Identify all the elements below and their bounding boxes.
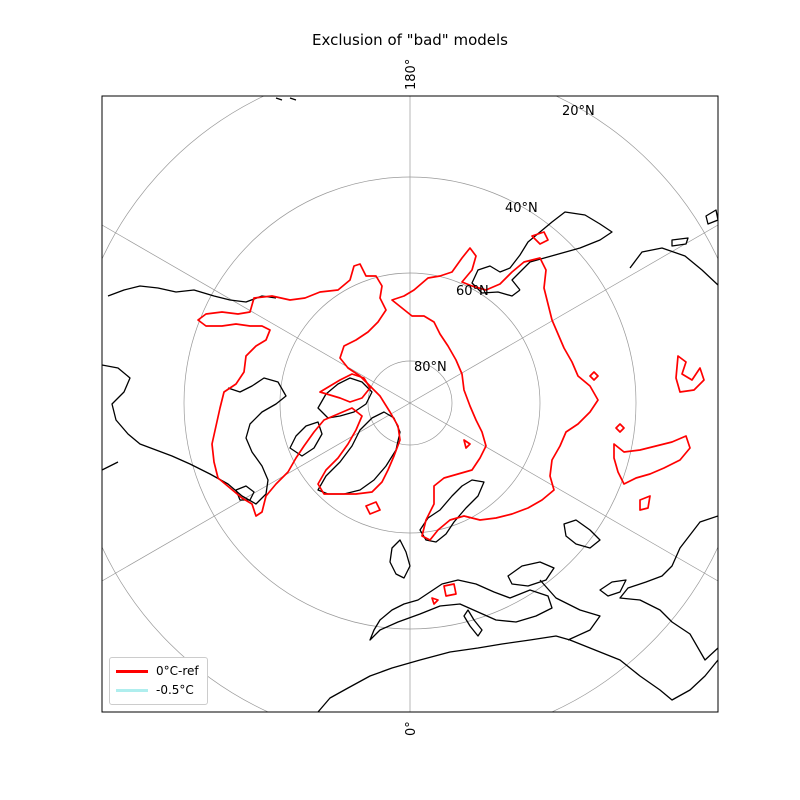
coast-britain: [389, 539, 411, 579]
contour-island-g: [463, 439, 471, 449]
lat-label-20: 20°N: [562, 104, 595, 119]
coast-alaska: [107, 285, 277, 303]
contour-island-f: [431, 597, 439, 605]
legend-swatch-ref: [116, 670, 148, 673]
contour-island-b: [615, 423, 625, 433]
axes-frame: [101, 95, 719, 713]
lat-label-80: 80°N: [414, 360, 447, 375]
coast-asia-south: [619, 515, 718, 661]
coast-scandinavia: [419, 479, 485, 543]
contour-ellesmere: [319, 373, 371, 403]
map-title: Exclusion of "bad" models: [312, 31, 508, 49]
coast-india: [569, 639, 718, 701]
lat-label-60: 60°N: [456, 284, 489, 299]
coast-north-america: [102, 364, 287, 505]
coast-italy: [463, 609, 483, 637]
coast-arctic-islands: [317, 377, 373, 419]
coast-baffin: [289, 421, 323, 457]
legend-swatch-alt: [116, 689, 148, 692]
legend-item-alt: -0.5°C: [116, 681, 199, 700]
graticule: [102, 96, 718, 712]
contour-main: [197, 263, 401, 517]
coast-hudson: [235, 485, 255, 501]
contour-island-c: [639, 495, 651, 511]
coast-black-sea: [507, 561, 555, 587]
contour-island-d: [365, 501, 381, 515]
coast-arabia: [539, 579, 601, 641]
contour-japan-patch: [675, 355, 705, 393]
legend-label-ref: 0°C-ref: [156, 664, 199, 678]
contour-island-h: [531, 231, 549, 245]
contour-island-e: [443, 583, 457, 597]
legend: 0°C-ref -0.5°C: [109, 657, 208, 705]
coastlines: [102, 97, 718, 712]
coast-north-africa: [317, 635, 571, 712]
coast-east-asia: [563, 519, 601, 549]
coast-europe: [369, 579, 553, 641]
lat-label-40: 40°N: [505, 201, 538, 216]
coast-kamchatka: [629, 247, 718, 286]
contour-0c-ref: [197, 231, 705, 605]
coast-japan: [671, 209, 718, 247]
meridian-b: [102, 224, 718, 582]
coast-siberia: [471, 211, 613, 297]
legend-item-ref: 0°C-ref: [116, 662, 199, 681]
contour-eurasia: [391, 247, 599, 541]
meridian-label-top: 180°: [404, 59, 419, 90]
meridian-label-bottom: 0°: [404, 721, 419, 736]
coast-top-islands: [275, 97, 297, 101]
contour-east-asia: [613, 435, 691, 485]
coast-aleutians: [102, 461, 119, 471]
legend-label-alt: -0.5°C: [156, 683, 194, 697]
contour-island-a: [589, 371, 599, 381]
coast-caspian: [599, 579, 627, 597]
